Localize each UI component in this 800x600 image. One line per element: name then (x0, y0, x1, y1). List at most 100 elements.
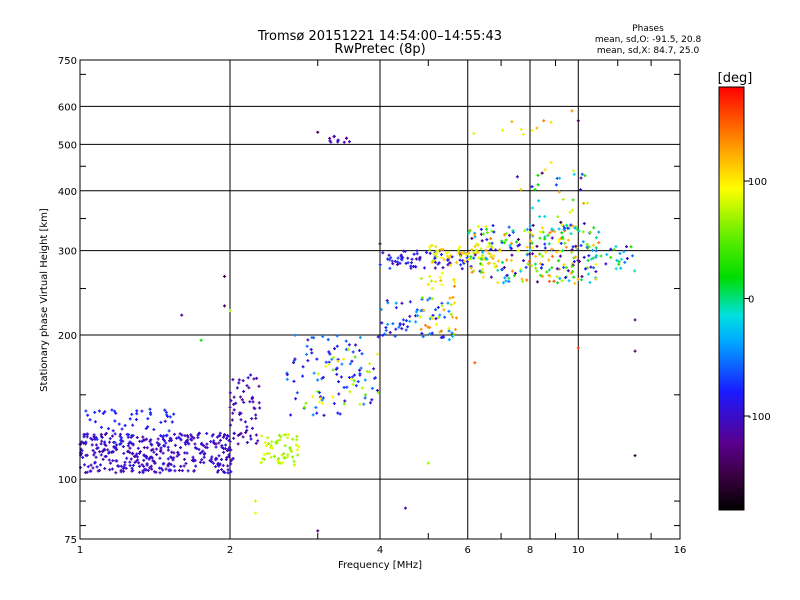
scatter-point (430, 331, 434, 335)
scatter-point (229, 462, 233, 466)
x-axis-label: Frequency [MHz] (338, 560, 422, 571)
scatter-point (576, 346, 580, 350)
scatter-point (528, 239, 532, 243)
scatter-point (525, 253, 529, 257)
scatter-point (192, 469, 196, 473)
scatter-point (162, 434, 166, 438)
scatter-point (284, 433, 288, 437)
scatter-point (588, 230, 592, 234)
scatter-point (141, 435, 145, 439)
scatter-point (594, 249, 598, 253)
scatter-point (561, 197, 565, 201)
scatter-point (131, 442, 135, 446)
scatter-point (91, 466, 95, 470)
scatter-point (580, 172, 584, 176)
scatter-point (473, 233, 477, 237)
scatter-point (216, 470, 220, 474)
scatter-point (209, 440, 213, 444)
scatter-point (321, 396, 325, 400)
scatter-point (254, 441, 258, 445)
scatter-point (278, 461, 282, 465)
scatter-point (486, 245, 490, 249)
scatter-point (249, 437, 253, 441)
scatter-point (543, 246, 547, 250)
scatter-point (498, 248, 502, 252)
scatter-point (481, 250, 485, 254)
scatter-point (228, 308, 232, 312)
scatter-point (549, 120, 553, 124)
scatter-point (372, 367, 376, 371)
scatter-point (458, 258, 462, 262)
scatter-point (535, 269, 539, 273)
scatter-point (121, 445, 125, 449)
scatter-point (574, 244, 578, 248)
scatter-point (239, 418, 243, 422)
scatter-point (589, 265, 593, 269)
scatter-point (586, 272, 590, 276)
scatter-point (332, 402, 336, 406)
scatter-point (185, 451, 189, 455)
scatter-point (100, 439, 104, 443)
scatter-point (306, 338, 310, 342)
scatter-point (159, 434, 163, 438)
scatter-point (294, 397, 298, 401)
scatter-point (544, 250, 548, 254)
scatter-point (92, 433, 96, 437)
scatter-point (468, 229, 472, 233)
scatter-point (328, 352, 332, 356)
scatter-point (521, 132, 525, 136)
scatter-point (409, 264, 413, 268)
scatter-point (541, 254, 545, 258)
scatter-point (316, 529, 320, 533)
scatter-point (426, 461, 430, 465)
scatter-point (95, 446, 99, 450)
scatter-point (433, 252, 437, 256)
scatter-point (138, 464, 142, 468)
scatter-point (548, 231, 552, 235)
scatter-point (321, 375, 325, 379)
scatter-point (352, 379, 356, 383)
scatter-point (484, 256, 488, 260)
scatter-point (153, 461, 157, 465)
scatter-point (304, 401, 308, 405)
scatter-point (540, 274, 544, 278)
scatter-point (587, 254, 591, 258)
scatter-point (440, 304, 444, 308)
scatter-point (143, 468, 147, 472)
scatter-point (164, 410, 168, 414)
scatter-point (80, 440, 84, 444)
scatter-point (224, 443, 228, 447)
scatter-point (534, 266, 538, 270)
scatter-point (295, 438, 299, 442)
scatter-point (376, 391, 380, 395)
scatter-point (424, 323, 428, 327)
scatter-point (234, 401, 238, 405)
scatter-point (326, 338, 330, 342)
scatter-point (163, 408, 167, 412)
scatter-point (599, 254, 603, 258)
scatter-point (156, 437, 160, 441)
x-tick-label: 2 (227, 545, 233, 556)
scatter-point (421, 335, 425, 339)
scatter-point (581, 240, 585, 244)
scatter-point (500, 239, 504, 243)
scatter-points (78, 109, 637, 533)
scatter-point (572, 256, 576, 260)
scatter-point (503, 233, 507, 237)
scatter-point (426, 282, 430, 286)
scatter-point (294, 443, 298, 447)
scatter-point (556, 215, 560, 219)
scatter-point (124, 466, 128, 470)
scatter-point (279, 435, 283, 439)
scatter-point (122, 451, 126, 455)
scatter-point (229, 448, 233, 452)
scatter-point (321, 401, 325, 405)
scatter-point (164, 467, 168, 471)
scatter-point (242, 400, 246, 404)
scatter-point (458, 254, 462, 258)
scatter-point (291, 455, 295, 459)
scatter-point (472, 131, 476, 135)
scatter-point (508, 243, 512, 247)
scatter-point (292, 379, 296, 383)
scatter-point (333, 347, 336, 351)
